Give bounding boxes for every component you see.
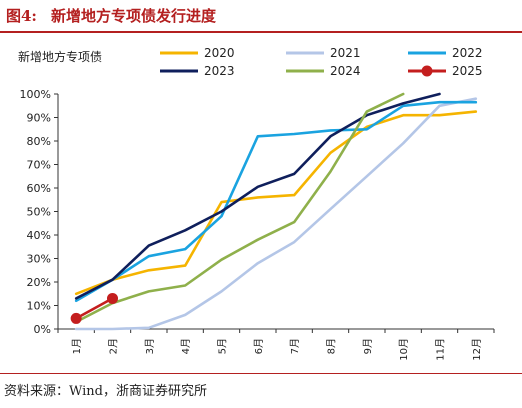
legend-marker <box>421 65 433 77</box>
legend: 2020 2021 2022 2023 2024 2025 <box>160 46 483 78</box>
legend-label: 2021 <box>330 46 361 60</box>
legend-label: 2022 <box>452 46 483 60</box>
x-tick-label: 12月 <box>471 338 483 361</box>
figure-title: 图4: 新增地方专项债发行进度 <box>6 4 216 28</box>
series-2024 <box>74 92 405 324</box>
x-tick-label: 10月 <box>398 338 410 361</box>
y-tick-label: 40% <box>27 229 51 242</box>
legend-label: 2024 <box>330 64 361 78</box>
y-tick-label: 90% <box>27 112 51 125</box>
x-tick-label: 7月 <box>289 338 301 354</box>
series-line-2022 <box>74 100 478 303</box>
x-tick-label: 5月 <box>217 338 229 354</box>
series-2022 <box>74 100 478 303</box>
series-2025 <box>70 292 118 324</box>
series-line-2024 <box>74 92 405 324</box>
series-2023 <box>74 92 441 300</box>
data-point-2025 <box>107 292 118 304</box>
legend-label: 2023 <box>204 64 235 78</box>
figure-number: 图4: <box>6 7 37 25</box>
figure-title-text: 新增地方专项债发行进度 <box>50 7 216 25</box>
x-tick-label: 6月 <box>253 338 265 354</box>
x-tick-label: 3月 <box>144 338 156 354</box>
legend-label: 2020 <box>204 46 235 60</box>
x-tick-label: 11月 <box>435 338 447 361</box>
x-tick-label: 9月 <box>362 338 374 354</box>
axes: 0% 10% 20% 30% 40% 50% 60% 70% 80% 90% 100% 1月 2月 3月 4… <box>20 88 495 361</box>
y-axis-label: 新增地方专项债 <box>18 49 102 64</box>
y-tick-label: 10% <box>27 300 51 313</box>
series-2020 <box>74 110 478 296</box>
x-tick-label: 2月 <box>108 338 120 354</box>
legend-item-2020: 2020 <box>160 46 235 60</box>
legend-label: 2025 <box>452 64 483 78</box>
series-line-2020 <box>74 110 478 296</box>
y-tick-label: 50% <box>27 206 51 219</box>
y-tick-label: 80% <box>27 135 51 148</box>
series-line-2021 <box>74 97 478 331</box>
legend-item-2023: 2023 <box>160 64 235 78</box>
x-tick-label: 8月 <box>326 338 338 354</box>
y-tick-label: 60% <box>27 182 51 195</box>
legend-item-2025: 2025 <box>408 64 483 78</box>
y-tick-label: 20% <box>27 276 51 289</box>
source-note: 资料来源：Wind，浙商证券研究所 <box>4 384 207 399</box>
legend-item-2021: 2021 <box>286 46 361 60</box>
line-chart: 新增地方专项债 2020 2021 2022 2023 2024 2025 0% 10% 20… <box>18 46 495 361</box>
x-tick-label: 1月 <box>71 338 83 354</box>
x-tick-label: 4月 <box>180 338 192 354</box>
y-tick-label: 0% <box>34 323 51 336</box>
legend-item-2022: 2022 <box>408 46 483 60</box>
y-tick-label: 30% <box>27 253 51 266</box>
y-tick-label: 100% <box>20 88 51 101</box>
series-line-2025 <box>74 297 114 320</box>
y-tick-label: 70% <box>27 159 51 172</box>
title-rule <box>0 31 522 33</box>
series-line-2023 <box>74 92 441 300</box>
legend-item-2024: 2024 <box>286 64 361 78</box>
source-rule <box>0 373 522 374</box>
series-2021 <box>74 97 478 331</box>
series-group <box>70 92 478 331</box>
data-point-2025 <box>70 312 82 324</box>
